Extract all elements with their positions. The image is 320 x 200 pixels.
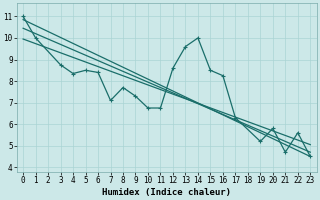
X-axis label: Humidex (Indice chaleur): Humidex (Indice chaleur)	[102, 188, 231, 197]
